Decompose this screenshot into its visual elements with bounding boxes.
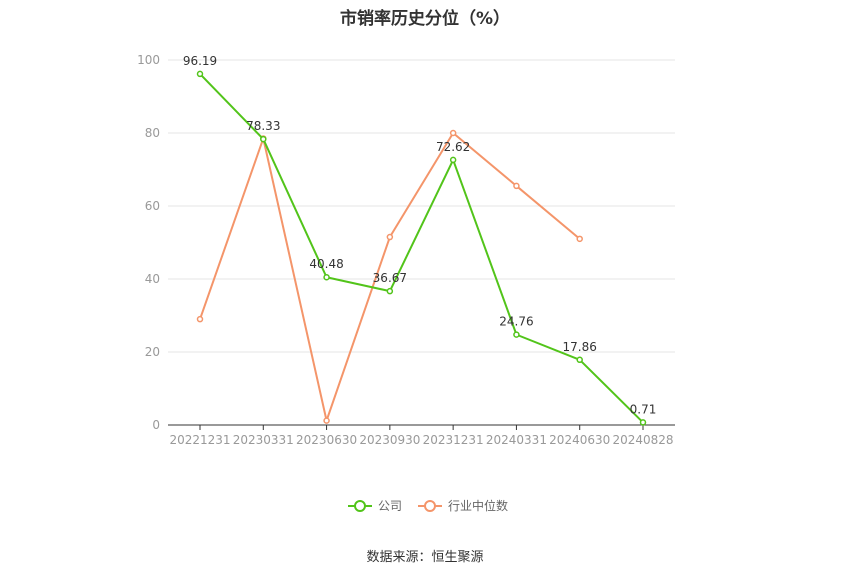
data-point-company[interactable] xyxy=(386,287,394,295)
x-tick-label: 20230630 xyxy=(296,433,357,447)
y-tick-label: 60 xyxy=(145,199,160,213)
y-tick-label: 40 xyxy=(145,272,160,286)
data-point-industry-median[interactable] xyxy=(576,235,583,243)
data-label: 78.33 xyxy=(246,119,280,133)
data-point-industry-median[interactable] xyxy=(386,233,394,241)
source-note: 数据来源：恒生聚源 xyxy=(366,550,484,565)
data-label: 0.71 xyxy=(630,402,657,416)
x-tick-label: 20230930 xyxy=(359,433,420,447)
y-tick-label: 0 xyxy=(152,418,160,432)
data-label: 40.48 xyxy=(309,257,343,271)
data-point-industry-median[interactable] xyxy=(449,129,457,137)
data-point-company[interactable] xyxy=(323,273,330,281)
y-tick-label: 20 xyxy=(145,345,160,359)
data-point-company[interactable] xyxy=(576,356,583,364)
x-tick-label: 20240828 xyxy=(612,433,673,447)
data-label: 72.62 xyxy=(436,140,470,154)
series-layer xyxy=(196,70,647,426)
x-tick-label: 20240331 xyxy=(486,433,547,447)
legend-label-industry-median[interactable]: 行业中位数 xyxy=(448,498,508,513)
x-tick-label: 20230331 xyxy=(233,433,294,447)
data-point-company[interactable] xyxy=(449,156,457,164)
data-label: 24.76 xyxy=(499,315,533,329)
data-label: 96.19 xyxy=(183,54,217,68)
data-point-industry-median[interactable] xyxy=(196,315,204,323)
data-point-company[interactable] xyxy=(639,419,647,426)
y-tick-label: 100 xyxy=(137,53,160,67)
legend-label-company[interactable]: 公司 xyxy=(378,499,402,513)
label-layer: 96.19 78.33 40.48 36.67 72.62 24.76 17.86 0.71 xyxy=(183,54,657,417)
data-point-company[interactable] xyxy=(196,70,204,78)
data-point-industry-median[interactable] xyxy=(323,417,330,424)
chart-title: 市销率历史分位（%） xyxy=(339,9,511,29)
y-tick-label: 80 xyxy=(145,126,160,140)
x-tick-label: 20231231 xyxy=(423,433,484,447)
grid-layer xyxy=(168,59,675,353)
data-label: 17.86 xyxy=(563,340,597,354)
legend-swatch-marker-industry-median[interactable] xyxy=(424,500,436,512)
data-point-industry-median[interactable] xyxy=(513,182,520,190)
data-label: 36.67 xyxy=(373,271,407,285)
series-line-company xyxy=(199,73,644,424)
x-tick-label: 20221231 xyxy=(169,433,230,447)
legend[interactable]: 公司 行业中位数 xyxy=(348,498,508,513)
data-point-company[interactable] xyxy=(260,135,267,143)
x-tick-label: 20240630 xyxy=(549,433,610,447)
data-point-company[interactable] xyxy=(513,331,520,338)
legend-swatch-marker-company[interactable] xyxy=(354,500,366,512)
